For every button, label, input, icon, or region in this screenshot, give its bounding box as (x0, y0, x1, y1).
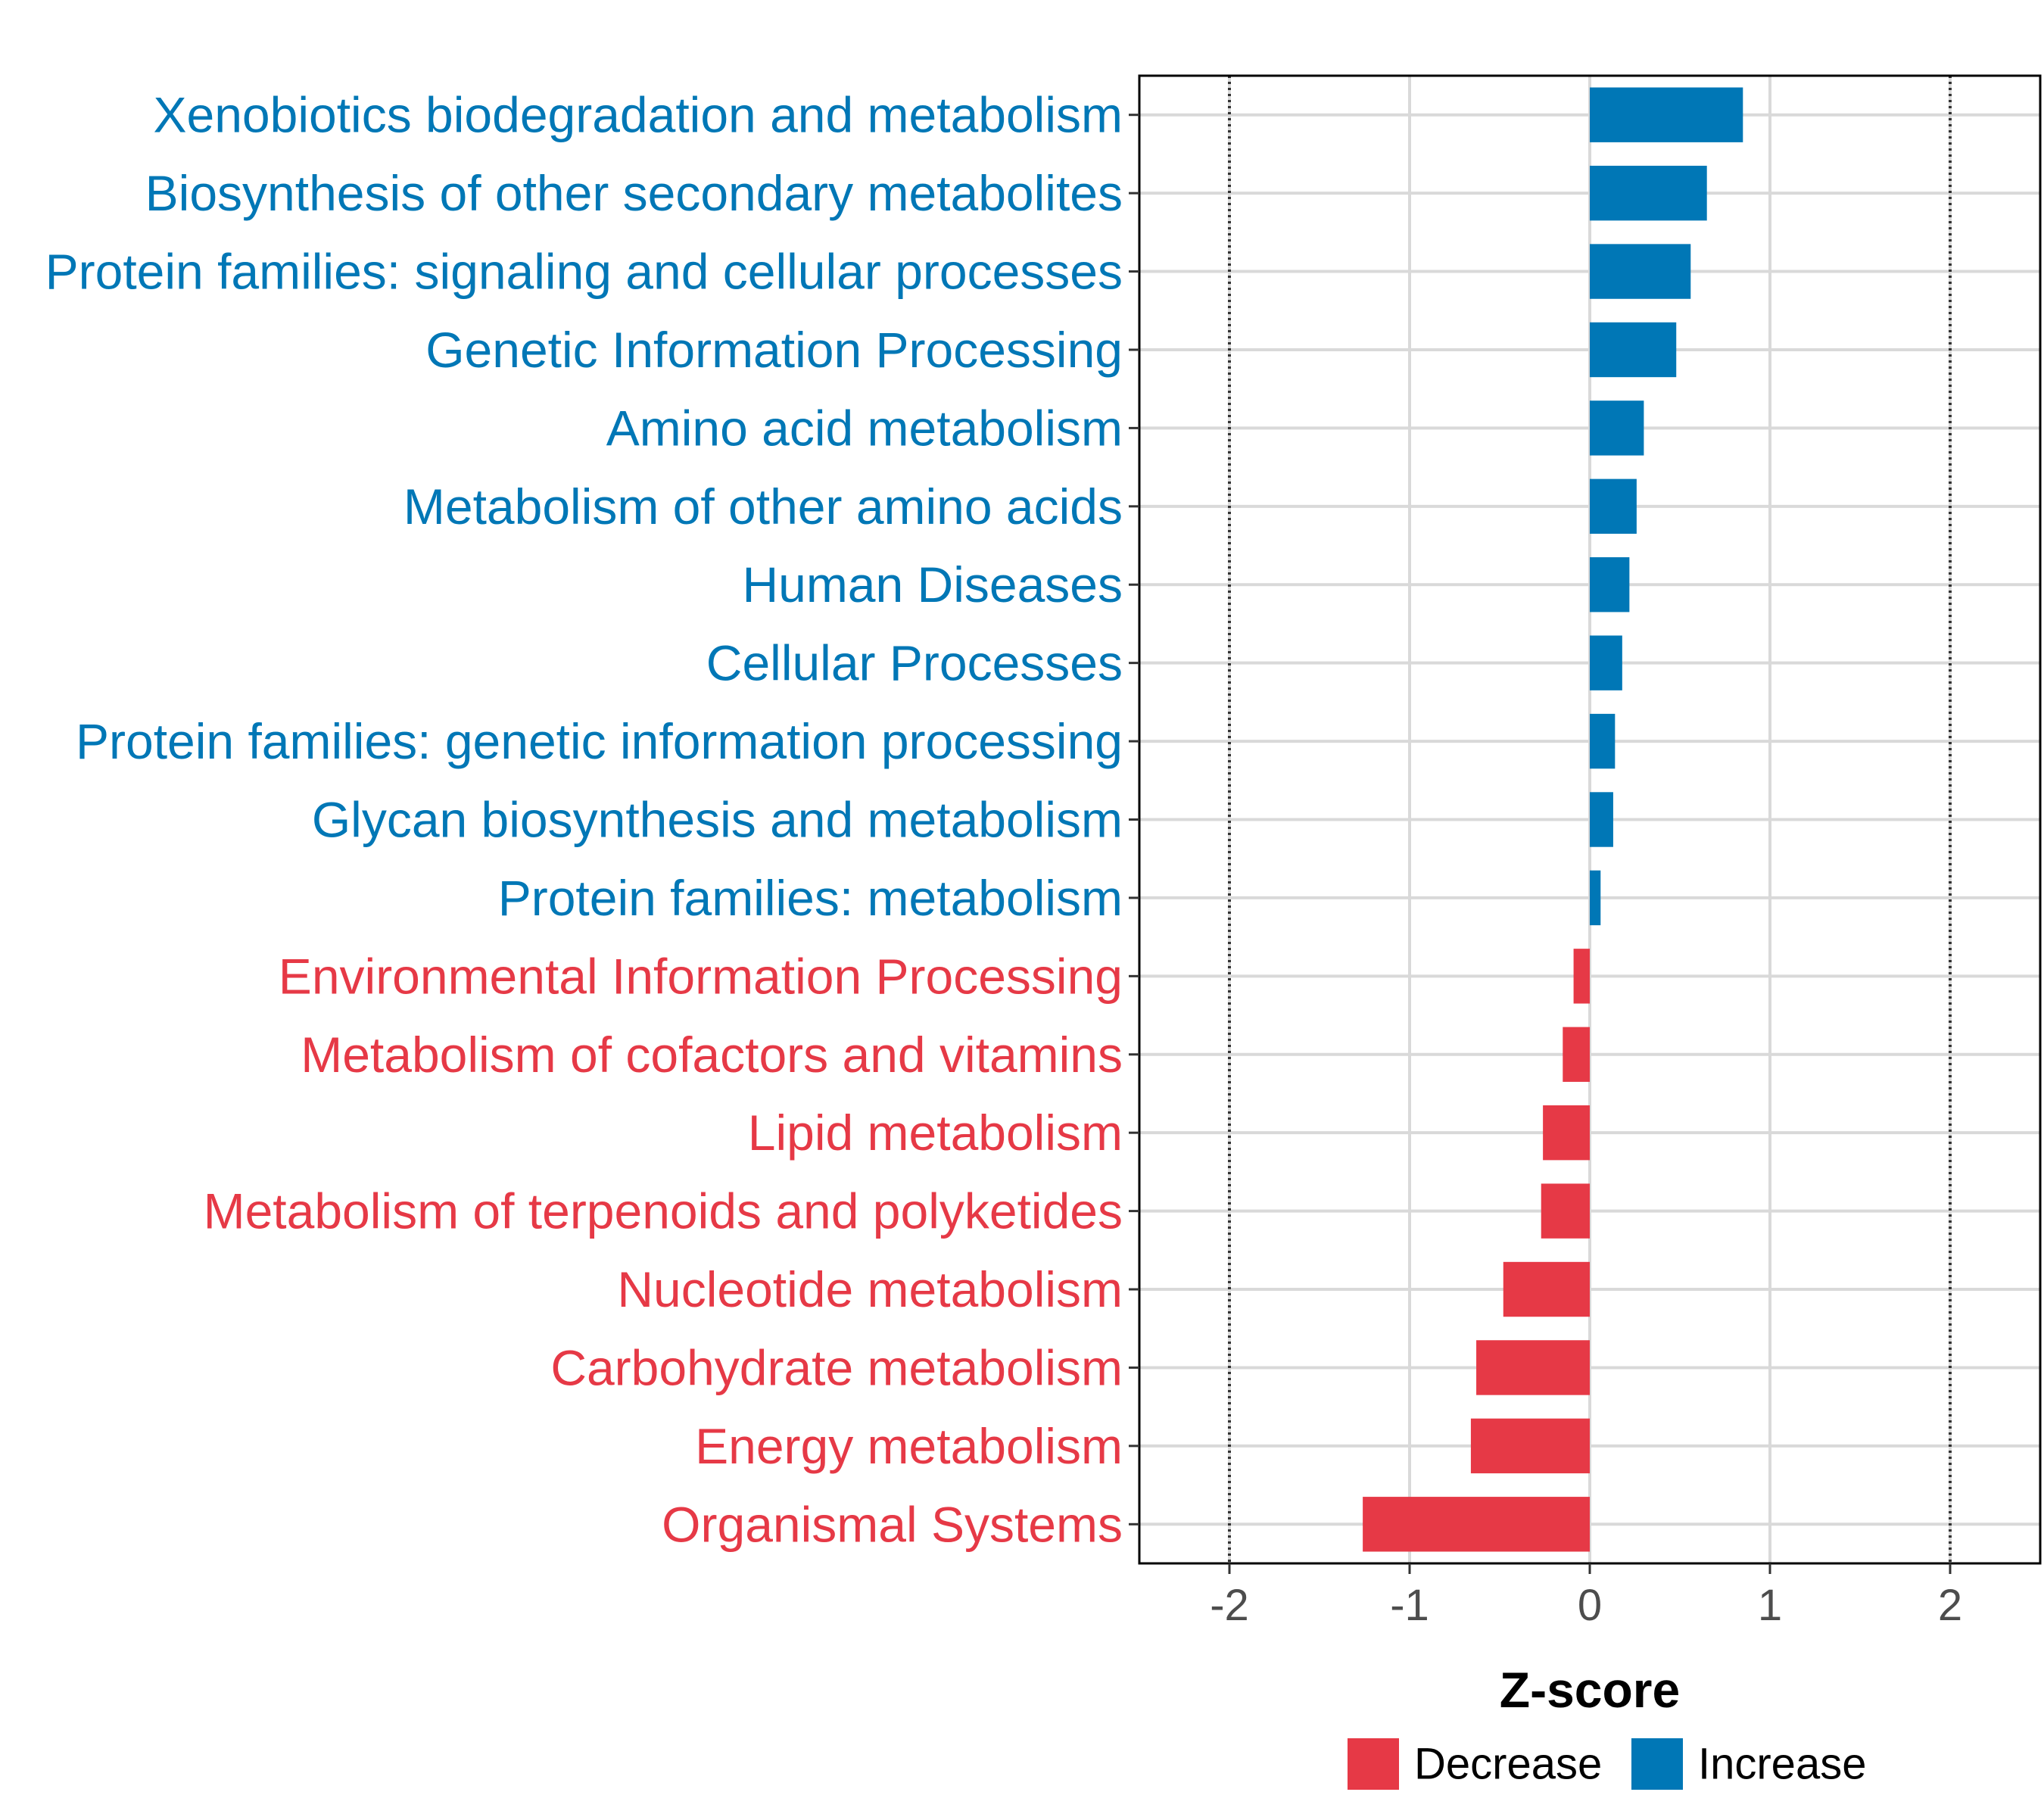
x-tick-label-2: 0 (1578, 1581, 1602, 1630)
x-axis-title: Z-score (1500, 1662, 1680, 1718)
x-tick-label-3: 1 (1758, 1581, 1782, 1630)
x-tick-label-0: -2 (1210, 1581, 1249, 1630)
bar-13 (1543, 1105, 1590, 1161)
legend-label-increase: Increase (1698, 1740, 1866, 1789)
category-label-8: Protein families: genetic information pr… (76, 713, 1123, 769)
category-label-3: Genetic Information Processing (425, 322, 1123, 378)
bar-5 (1590, 478, 1637, 535)
legend-swatch-increase (1631, 1738, 1683, 1790)
category-label-15: Nucleotide metabolism (617, 1261, 1123, 1317)
legend-label-decrease: Decrease (1414, 1740, 1602, 1789)
category-labels: Xenobiotics biodegradation and metabolis… (45, 87, 1123, 1553)
legend-swatch-decrease (1348, 1738, 1399, 1790)
bar-0 (1590, 87, 1743, 142)
legend: Decrease Increase (1348, 1738, 1866, 1790)
bar-17 (1470, 1418, 1590, 1474)
category-label-7: Cellular Processes (706, 635, 1123, 691)
category-label-2: Protein families: signaling and cellular… (45, 244, 1123, 300)
category-label-12: Metabolism of cofactors and vitamins (301, 1027, 1123, 1083)
bar-4 (1590, 400, 1644, 456)
bar-18 (1363, 1497, 1590, 1552)
x-tick-label-4: 2 (1938, 1581, 1962, 1630)
category-label-14: Metabolism of terpenoids and polyketides (204, 1183, 1123, 1239)
category-label-1: Biosynthesis of other secondary metaboli… (145, 165, 1123, 221)
bar-16 (1476, 1340, 1590, 1395)
bar-6 (1590, 557, 1630, 612)
bar-15 (1503, 1261, 1590, 1317)
category-label-18: Organismal Systems (662, 1496, 1123, 1552)
category-label-16: Carbohydrate metabolism (550, 1339, 1123, 1395)
x-axis: -2 -1 0 1 2 (1210, 1563, 1962, 1630)
category-label-9: Glycan biosynthesis and metabolism (312, 792, 1123, 848)
bar-9 (1590, 792, 1613, 847)
bar-3 (1590, 322, 1677, 378)
category-label-11: Environmental Information Processing (279, 948, 1123, 1004)
bar-2 (1590, 244, 1691, 299)
bar-12 (1563, 1027, 1590, 1082)
category-label-13: Lipid metabolism (748, 1105, 1123, 1161)
bar-7 (1590, 635, 1622, 690)
bar-8 (1590, 713, 1616, 769)
bar-14 (1541, 1183, 1590, 1239)
category-label-4: Amino acid metabolism (606, 400, 1123, 456)
bar-1 (1590, 165, 1707, 221)
x-tick-label-1: -1 (1390, 1581, 1429, 1630)
category-label-17: Energy metabolism (695, 1418, 1123, 1474)
category-label-0: Xenobiotics biodegradation and metabolis… (154, 87, 1123, 143)
bar-10 (1590, 870, 1601, 926)
category-label-6: Human Diseases (742, 556, 1123, 612)
category-label-5: Metabolism of other amino acids (404, 478, 1123, 535)
category-label-10: Protein families: metabolism (498, 870, 1123, 926)
y-axis-ticks (1129, 114, 1139, 1526)
bar-11 (1573, 949, 1590, 1004)
bar-layer (1363, 87, 1743, 1552)
